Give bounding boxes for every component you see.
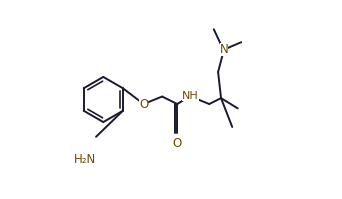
- Text: H₂N: H₂N: [74, 153, 96, 166]
- Text: O: O: [139, 98, 148, 110]
- Text: NH: NH: [182, 91, 199, 101]
- Text: O: O: [173, 137, 182, 150]
- Text: N: N: [220, 43, 228, 56]
